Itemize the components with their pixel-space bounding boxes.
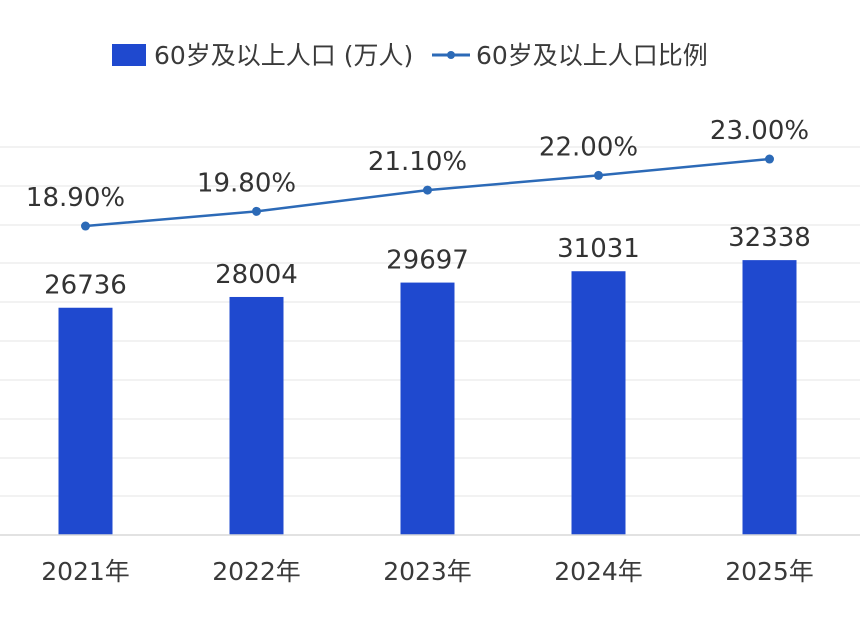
bar	[229, 296, 284, 535]
bar	[571, 271, 626, 535]
legend-swatch-bar	[112, 44, 146, 66]
line-value-label: 22.00%	[539, 132, 638, 162]
x-tick-label: 2021年	[41, 557, 130, 586]
line-value-label: 21.10%	[368, 147, 467, 177]
line-point	[423, 185, 432, 195]
bar	[400, 282, 455, 535]
line-value-label: 18.90%	[26, 183, 125, 213]
line-point	[252, 206, 261, 216]
legend-swatch-marker	[447, 51, 455, 59]
bar-value-label: 26736	[44, 271, 127, 301]
x-tick-label: 2024年	[554, 557, 643, 586]
line-point	[81, 221, 90, 231]
line-value-label: 19.80%	[197, 168, 296, 198]
data-labels: 26736 28004 29697 31031 32338 18.90% 19.80% 21.…	[26, 116, 811, 301]
line-point	[594, 170, 603, 180]
line-value-label: 23.00%	[710, 116, 809, 146]
bar	[742, 260, 797, 535]
bar-series	[58, 260, 797, 535]
legend-label-bar: 60岁及以上人口 (万人)	[154, 41, 413, 70]
bar-value-label: 31031	[557, 234, 640, 264]
x-tick-label: 2023年	[383, 557, 472, 586]
bar-value-label: 32338	[728, 223, 811, 253]
line-point	[765, 154, 774, 164]
x-tick-label: 2025年	[725, 557, 814, 586]
legend-label-line: 60岁及以上人口比例	[476, 41, 708, 70]
bar-value-label: 29697	[386, 246, 469, 276]
bar-value-label: 28004	[215, 260, 298, 290]
x-tick-label: 2022年	[212, 557, 301, 586]
bar	[58, 307, 113, 535]
legend: 60岁及以上人口 (万人) 60岁及以上人口比例	[112, 41, 708, 70]
x-axis: 2021年 2022年 2023年 2024年 2025年	[0, 534, 860, 586]
line-series	[81, 154, 774, 231]
